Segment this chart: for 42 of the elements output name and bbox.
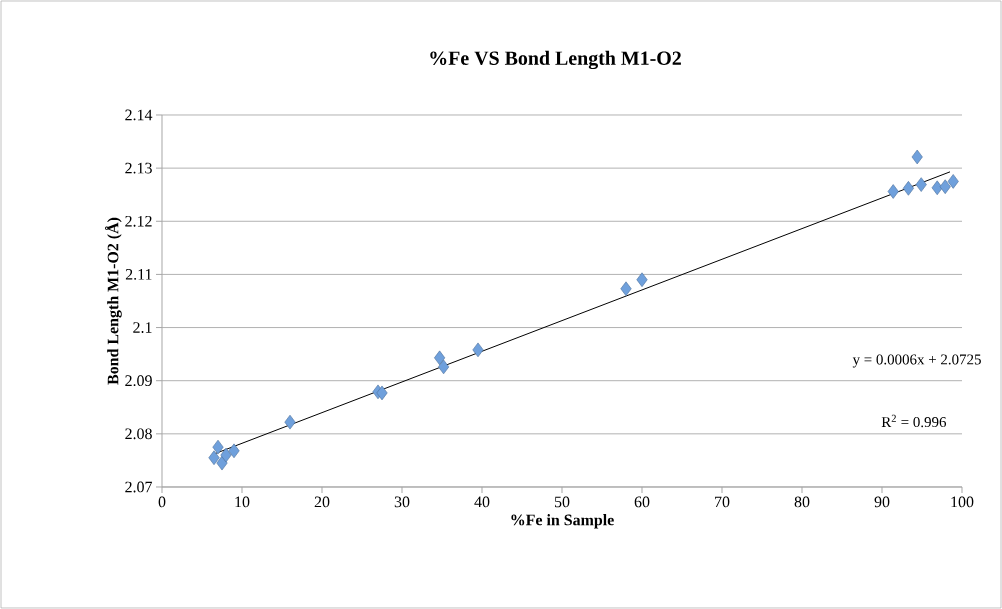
chart-title: %Fe VS Bond Length M1-O2 bbox=[430, 50, 681, 70]
x-tick-label: 70 bbox=[715, 496, 730, 508]
point bbox=[434, 350, 446, 366]
point bbox=[947, 174, 959, 189]
y-tick-label: 2.11 bbox=[125, 269, 152, 280]
x-tick-label: 90 bbox=[874, 496, 890, 508]
point bbox=[939, 179, 951, 194]
point bbox=[472, 342, 484, 358]
x-tick-label: 20 bbox=[314, 496, 330, 508]
x-tick-label: 10 bbox=[235, 496, 250, 508]
point bbox=[636, 272, 648, 287]
y-tick-label: 2.14 bbox=[125, 109, 153, 121]
y-tick-label: 2.09 bbox=[125, 375, 152, 387]
x-tick-label: 50 bbox=[554, 496, 570, 508]
point bbox=[911, 149, 923, 165]
y-tick-label: 2.12 bbox=[125, 215, 152, 227]
point bbox=[915, 177, 927, 192]
point bbox=[220, 447, 232, 463]
x-tick-label: 0 bbox=[158, 496, 166, 508]
point bbox=[208, 450, 220, 466]
y-tick-label: 2.1 bbox=[133, 322, 152, 333]
point bbox=[216, 455, 228, 471]
x-tick-label: 80 bbox=[794, 496, 810, 508]
y-tick-label: 2.07 bbox=[125, 481, 153, 493]
x-tick-label: 60 bbox=[634, 496, 650, 508]
x-axis-title: %Fe in Sample bbox=[511, 514, 614, 529]
x-tick-label: 30 bbox=[394, 496, 410, 508]
point bbox=[438, 359, 450, 375]
point bbox=[620, 281, 632, 297]
x-tick-label: 40 bbox=[474, 496, 490, 508]
annotation: y = 0.0006x + 2.0725 bbox=[852, 354, 981, 368]
x-tick-label: 100 bbox=[951, 496, 974, 508]
point bbox=[887, 184, 899, 199]
annotation: R$^{2}$ = 0.996 bbox=[881, 414, 947, 428]
point bbox=[228, 443, 240, 459]
y-axis-title: Bond Length M1-O2 (Å) bbox=[105, 217, 122, 385]
point bbox=[902, 181, 914, 196]
y-tick-label: 2.08 bbox=[125, 428, 152, 440]
point bbox=[284, 414, 296, 430]
point bbox=[376, 385, 388, 401]
y-tick-label: 2.13 bbox=[125, 162, 152, 174]
point bbox=[212, 439, 224, 455]
